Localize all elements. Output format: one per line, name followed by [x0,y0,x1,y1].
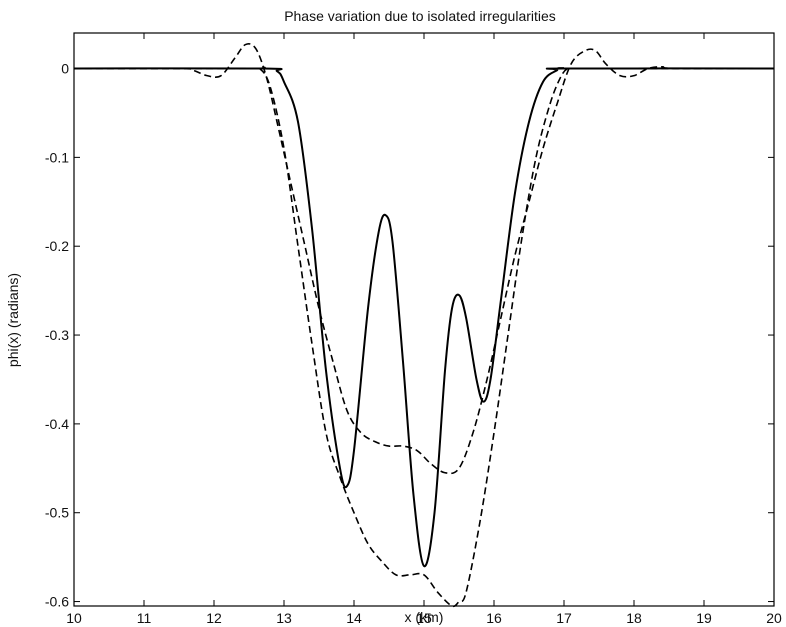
y-tick-label--0.4: -0.4 [45,416,69,432]
y-tick-label-0: 0 [61,61,69,77]
x-tick-label-13: 13 [276,610,292,626]
x-tick-label-19: 19 [696,610,712,626]
x-tick-label-10: 10 [66,610,82,626]
y-tick-label--0.6: -0.6 [45,594,69,610]
y-tick-label--0.2: -0.2 [45,238,69,254]
x-tick-label-17: 17 [556,610,572,626]
x-tick-label-14: 14 [346,610,362,626]
y-axis-ticks: 0 -0.1 -0.2 -0.3 -0.4 -0.5 -0.6 [45,61,774,610]
x-tick-label-15: 15 [416,610,432,626]
x-axis-label: x (km) [405,609,444,625]
y-tick-label--0.5: -0.5 [45,505,69,521]
x-tick-label-18: 18 [626,610,642,626]
x-tick-label-11: 11 [137,610,152,626]
x-tick-label-20: 20 [766,610,782,626]
series-layer [73,43,775,608]
x-tick-label-12: 12 [206,610,222,626]
series-line-3 [74,66,775,608]
series-line-2 [73,43,775,475]
x-axis-ticks: 10 11 12 13 14 15 16 17 18 19 20 [66,33,782,626]
plot-area-frame [73,32,775,607]
chart-title: Phase variation due to isolated irregula… [284,8,556,24]
x-tick-label-16: 16 [486,610,502,626]
y-tick-label--0.1: -0.1 [45,149,69,165]
series-line-1 [73,67,775,568]
y-tick-label--0.3: -0.3 [45,327,69,343]
y-axis-label: phi(x) (radians) [5,273,21,367]
